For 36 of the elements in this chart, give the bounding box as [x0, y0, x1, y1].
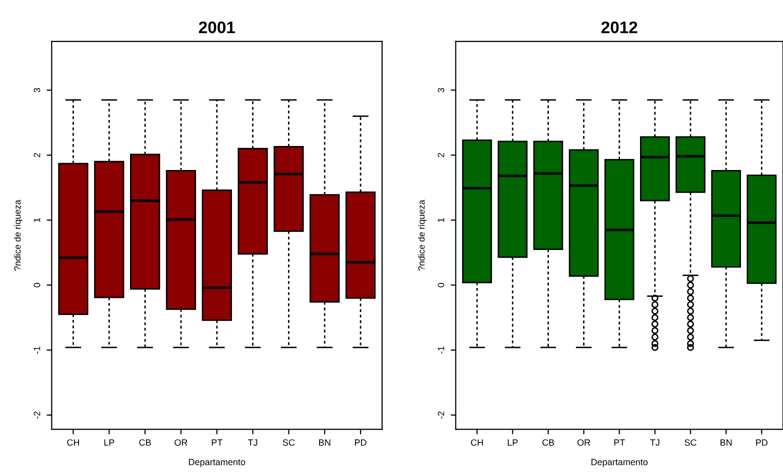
chart-title: 2012 [601, 21, 638, 34]
x-axis-title: Departamento [591, 458, 648, 468]
x-tick-label: PD [355, 439, 366, 446]
y-tick-label: 3 [438, 88, 444, 92]
x-tick-label: BN [319, 439, 330, 446]
x-tick-label: LP [104, 439, 114, 446]
x-axis-title: Departamento [189, 458, 246, 468]
chart-title: 2001 [198, 21, 235, 34]
x-tick-label: PD [756, 439, 768, 446]
x-tick-label: OR [577, 439, 590, 446]
x-tick-label: TJ [650, 439, 660, 446]
y-tick-label: 3 [34, 88, 40, 92]
y-axis-title: ?ndice de riqueza [14, 200, 22, 271]
x-tick-label: CH [67, 439, 80, 446]
x-tick-label: BN [720, 439, 732, 446]
y-tick-label: 0 [34, 282, 40, 288]
y-tick-label: 2 [34, 153, 40, 158]
x-tick-label: SC [282, 439, 295, 446]
x-tick-label: OR [174, 439, 188, 446]
y-tick-label: 1 [34, 218, 40, 222]
y-tick-label: -1 [34, 346, 40, 354]
x-tick-label: CH [470, 439, 483, 446]
y-tick-label: 2 [438, 153, 444, 158]
x-tick-label: PT [614, 439, 625, 446]
y-tick-label: -2 [34, 411, 40, 419]
x-tick-label: CB [139, 439, 151, 446]
x-tick-label: TJ [248, 439, 258, 446]
y-tick-label: -1 [438, 346, 444, 354]
y-tick-label: 0 [438, 282, 444, 288]
x-tick-label: CB [542, 439, 554, 446]
x-tick-label: LP [508, 439, 518, 446]
y-tick-label: 1 [438, 218, 444, 222]
x-tick-label: SC [684, 439, 696, 446]
x-tick-label: PT [212, 439, 222, 446]
y-axis-title: ?ndice de riqueza [418, 200, 426, 271]
y-tick-label: -2 [438, 411, 444, 419]
